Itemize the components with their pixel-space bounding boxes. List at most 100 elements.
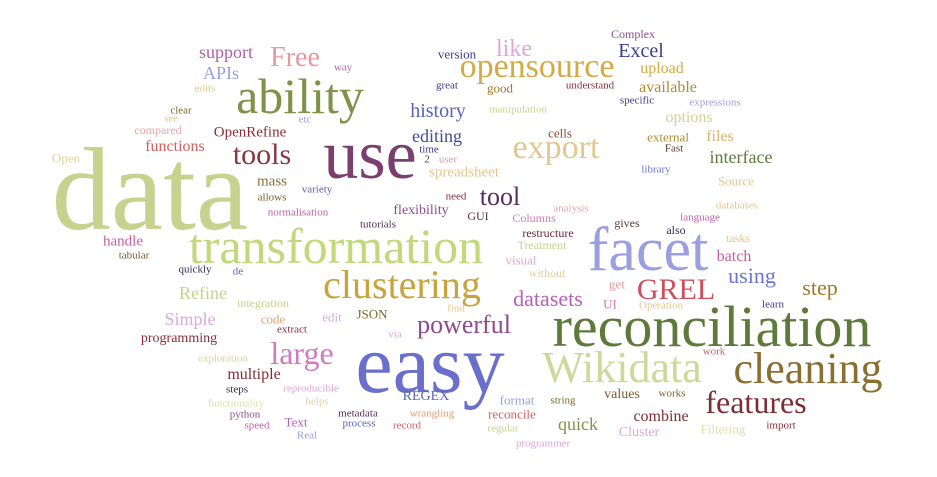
word-56: programming [140,331,218,346]
word-14: tools [232,138,292,171]
word-104: expressions [689,96,741,109]
word-58: format [499,392,535,408]
word-64: Columns [512,211,556,225]
word-90: extract [277,323,307,336]
word-0: data [51,124,249,255]
word-75: restructure [522,226,574,240]
word-105: understand [565,79,615,92]
word-34: combine [633,408,689,425]
word-116: need [445,190,467,203]
word-102: library [641,163,671,176]
word-61: UI [603,296,617,312]
word-30: Simple [164,309,216,329]
word-7: ability [236,68,364,124]
word-47: Cluster [618,425,660,440]
word-103: specific [619,94,655,107]
word-4: facet [587,216,709,284]
word-98: programmer [515,437,571,450]
word-112: etc [298,113,312,126]
word-11: features [705,384,807,420]
word-45: values [604,387,640,402]
word-44: flexibility [393,203,449,218]
word-10: opensource [459,48,615,85]
word-94: learn [762,298,784,311]
word-53: REGEX [402,389,450,404]
word-63: code [260,311,286,327]
word-35: quick [558,414,598,434]
word-25: interface [709,147,773,167]
word-52: external [647,129,689,145]
word-107: great [436,79,458,92]
word-117: analysis [553,202,589,215]
word-76: wrangling [409,407,455,420]
word-19: datasets [513,286,583,311]
word-21: using [728,263,776,288]
word-24: history [410,100,466,122]
word-120: variety [301,183,333,196]
word-62: get [609,276,625,292]
word-39: functions [145,138,205,155]
word-26: editing [412,126,462,146]
word-5: transformation [188,218,484,274]
word-118: tutorials [359,218,397,231]
word-115: user [438,153,458,166]
word-12: export [512,129,600,166]
word-93: Operation [639,299,683,312]
word-92: find [447,302,465,315]
word-121: normalisation [267,206,329,219]
word-67: Open [51,150,81,166]
word-81: string [550,394,576,407]
word-69: integration [237,296,289,310]
word-60: visual [505,252,537,268]
word-43: handle [103,233,143,250]
word-88: reproducible [283,382,339,395]
word-85: functionality [207,397,265,410]
word-83: speed [244,419,270,432]
word-110: clear [170,104,192,117]
word-33: files [706,128,734,145]
word-106: manipulation [488,103,548,116]
word-123: quickly [178,263,212,276]
word-89: helps [305,395,329,408]
word-99: databases [715,199,759,212]
word-101: Fast [664,142,684,155]
word-1: easy [355,318,505,411]
word-41: mass [257,173,287,190]
word-82: Real [296,429,318,442]
word-27: APIs [202,63,240,83]
word-46: Source [717,173,755,189]
word-109: edits [194,82,216,95]
word-37: upload [640,60,684,77]
word-55: edit [322,309,342,325]
word-17: Free [270,42,320,73]
word-3: use [323,117,417,194]
word-50: good [487,80,513,96]
word-78: metadata [338,407,378,420]
word-108: way [333,61,353,74]
word-9: clustering [323,262,481,307]
word-15: large [270,335,334,371]
word-111: see [163,112,179,125]
word-113: time [419,143,439,156]
word-49: version [437,46,477,62]
word-122: tabular [118,249,150,262]
word-20: like [496,36,532,62]
word-71: gives [614,216,640,230]
word-114: 2 [424,153,430,166]
word-36: multiple [227,366,281,383]
word-13: GREL [636,273,716,306]
word-84: python [229,408,261,421]
word-29: Refine [179,283,227,303]
word-32: options [665,109,713,126]
word-22: step [802,275,838,300]
word-40: OpenRefine [213,124,287,141]
word-96: import [766,419,796,432]
word-2: reconciliation [552,294,872,359]
word-79: process [342,417,376,430]
word-18: tool [479,182,521,211]
word-80: works [658,387,686,400]
word-54: JSON [356,306,388,322]
word-77: record [392,419,422,432]
word-72: also [666,223,686,237]
